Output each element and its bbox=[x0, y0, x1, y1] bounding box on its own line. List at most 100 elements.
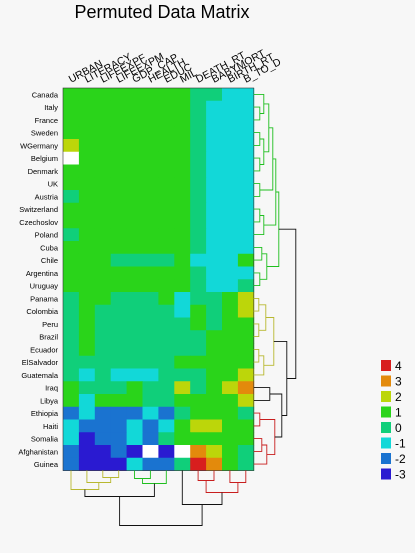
heatmap-cell bbox=[78, 368, 96, 382]
heatmap-cell bbox=[237, 368, 255, 382]
heatmap-cell bbox=[237, 177, 255, 191]
heatmap-cell bbox=[126, 445, 143, 459]
row-label: WGermany bbox=[20, 141, 58, 150]
heatmap-cell bbox=[94, 394, 112, 408]
heatmap-cell bbox=[94, 279, 112, 293]
heatmap-cell bbox=[222, 164, 239, 178]
heatmap-cell bbox=[63, 113, 80, 127]
heatmap-cell bbox=[110, 215, 127, 229]
heatmap-cell bbox=[126, 88, 143, 102]
heatmap-cell bbox=[190, 445, 207, 459]
heatmap-cell bbox=[237, 266, 255, 280]
legend-swatch bbox=[381, 375, 391, 387]
dendrogram-branch bbox=[119, 496, 203, 526]
heatmap-cell bbox=[158, 266, 175, 280]
heatmap-cell bbox=[190, 368, 207, 382]
dendrogram-branch bbox=[278, 228, 297, 379]
heatmap-cell bbox=[126, 228, 143, 242]
dendrogram-branch bbox=[269, 393, 283, 438]
heatmap-cell bbox=[237, 215, 255, 229]
heatmap-cell bbox=[63, 266, 80, 280]
heatmap-cell bbox=[78, 126, 96, 140]
heatmap-cell bbox=[237, 292, 255, 306]
heatmap-cell bbox=[78, 292, 96, 306]
heatmap-cell bbox=[142, 126, 159, 140]
heatmap-cell bbox=[174, 241, 191, 255]
heatmap-border bbox=[62, 87, 255, 471]
heatmap-cell bbox=[158, 215, 175, 229]
heatmap-cell bbox=[142, 177, 159, 191]
heatmap-cell bbox=[190, 457, 207, 471]
legend-label: 0 bbox=[395, 421, 402, 435]
heatmap-cell bbox=[94, 292, 112, 306]
heatmap-cell bbox=[78, 228, 96, 242]
heatmap-cell bbox=[63, 228, 80, 242]
dendrogram-branch bbox=[181, 470, 223, 505]
row-label: Peru bbox=[42, 320, 58, 329]
heatmap-cell bbox=[174, 88, 191, 102]
dendrogram-branch bbox=[259, 127, 274, 191]
heatmap-cell bbox=[78, 190, 96, 204]
heatmap-cell bbox=[94, 266, 112, 280]
heatmap-cell bbox=[110, 100, 127, 114]
heatmap-cell bbox=[222, 100, 239, 114]
row-label: Ecuador bbox=[30, 345, 58, 354]
heatmap-cell bbox=[237, 343, 255, 357]
heatmap-cell bbox=[78, 304, 96, 318]
heatmap-cell bbox=[126, 343, 143, 357]
legend-label: 2 bbox=[395, 390, 402, 404]
heatmap-cell bbox=[94, 304, 112, 318]
heatmap-cell bbox=[222, 368, 239, 382]
dendrogram-branch bbox=[273, 340, 288, 416]
heatmap-cell bbox=[126, 177, 143, 191]
dendrogram-branch bbox=[253, 215, 265, 236]
heatmap-cell bbox=[174, 432, 191, 446]
heatmap-cell bbox=[126, 164, 143, 178]
heatmap-cell bbox=[126, 317, 143, 331]
heatmap-cell bbox=[158, 279, 175, 293]
dendrogram-branch bbox=[253, 438, 263, 452]
dendrogram-branch bbox=[229, 470, 247, 483]
dendrogram-branch bbox=[134, 470, 151, 479]
heatmap-cell bbox=[63, 100, 80, 114]
heatmap-cell bbox=[94, 355, 112, 369]
legend-label: 1 bbox=[395, 406, 402, 420]
heatmap-cell bbox=[63, 457, 80, 471]
row-label: ElSalvador bbox=[22, 358, 59, 367]
heatmap-cell bbox=[158, 228, 175, 242]
heatmap-cell bbox=[158, 241, 175, 255]
heatmap-cell bbox=[78, 202, 96, 216]
heatmap-cell bbox=[94, 190, 112, 204]
heatmap-cell bbox=[126, 432, 143, 446]
legend-swatch bbox=[381, 360, 391, 371]
heatmap-cell bbox=[190, 432, 207, 446]
heatmap-cell bbox=[94, 241, 112, 255]
heatmap-cell bbox=[190, 253, 207, 267]
heatmap-cell bbox=[190, 151, 207, 165]
heatmap-cell bbox=[222, 88, 239, 102]
heatmap-cell bbox=[174, 419, 191, 433]
heatmap-cell bbox=[78, 330, 96, 344]
heatmap-cell bbox=[94, 445, 112, 459]
heatmap-cell bbox=[174, 151, 191, 165]
heatmap-cell bbox=[174, 292, 191, 306]
heatmap-cell bbox=[206, 406, 223, 420]
heatmap-cell bbox=[78, 215, 96, 229]
heatmap-cell bbox=[206, 304, 223, 318]
heatmap-cell bbox=[222, 432, 239, 446]
heatmap-cell bbox=[63, 445, 80, 459]
heatmap-cell bbox=[222, 381, 239, 395]
heatmap-cell bbox=[237, 317, 255, 331]
heatmap-cell bbox=[174, 215, 191, 229]
heatmap-cell bbox=[110, 228, 127, 242]
heatmap-cell bbox=[78, 100, 96, 114]
heatmap-cell bbox=[126, 368, 143, 382]
heatmap-cell bbox=[190, 279, 207, 293]
heatmap-cell bbox=[142, 368, 159, 382]
heatmap-cell bbox=[94, 381, 112, 395]
row-dendrogram bbox=[253, 93, 297, 465]
heatmap-cell bbox=[237, 241, 255, 255]
row-label: Sweden bbox=[31, 129, 58, 138]
heatmap-cell bbox=[142, 253, 159, 267]
